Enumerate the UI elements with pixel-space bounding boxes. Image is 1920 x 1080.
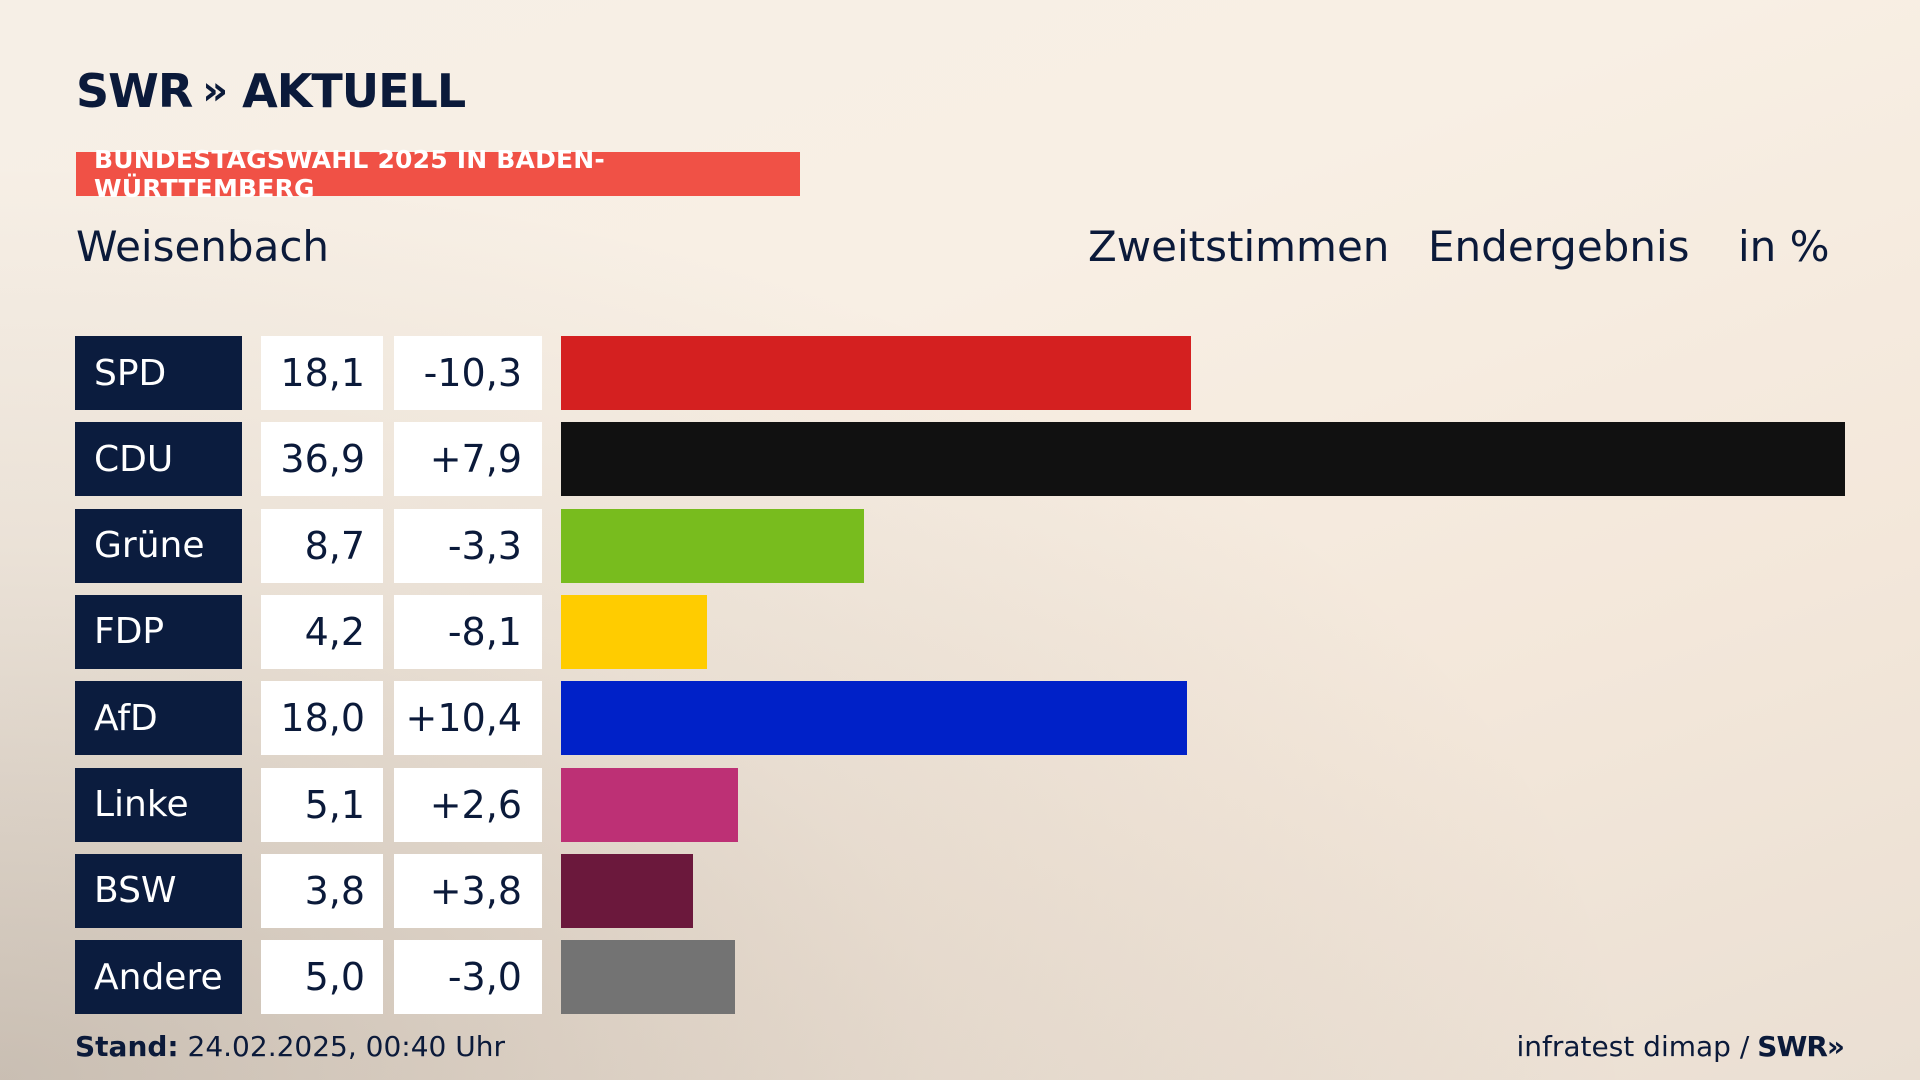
party-diff: +2,6 [394,767,542,842]
result-row: FDP 4,2 -8,1 [0,594,1920,669]
result-row: AfD 18,0 +10,4 [0,681,1920,756]
party-label: SPD [75,336,242,410]
header-result-type: Endergebnis [1428,222,1690,271]
party-diff: +3,8 [394,853,542,928]
source-credit: infratest dimap / SWR» [1516,1030,1845,1063]
result-row: Linke 5,1 +2,6 [0,767,1920,842]
source-text: infratest dimap / [1516,1030,1750,1063]
logo-aktuell: AKTUELL [242,64,466,118]
party-bar [561,508,864,583]
party-value: 5,0 [261,940,383,1015]
party-label: FDP [75,594,242,669]
timestamp: Stand: 24.02.2025, 00:40 Uhr [75,1030,505,1063]
party-label: Andere [75,940,242,1015]
party-diff: +10,4 [394,681,542,756]
party-bar [561,940,735,1015]
timestamp-value: 24.02.2025, 00:40 Uhr [187,1030,505,1063]
header-vote-type: Zweitstimmen [1088,222,1390,271]
party-bar [561,422,1845,497]
party-label: BSW [75,853,242,928]
party-value: 18,0 [261,681,383,756]
place-title: Weisenbach [76,222,330,271]
party-label: CDU [75,422,242,497]
party-diff: +7,9 [394,422,542,497]
party-bar [561,767,738,842]
party-diff: -8,1 [394,594,542,669]
result-row: Andere 5,0 -3,0 [0,940,1920,1015]
result-row: CDU 36,9 +7,9 [0,422,1920,497]
party-value: 5,1 [261,767,383,842]
swr-aktuell-logo: SWR» AKTUELL [76,64,466,118]
logo-swr: SWR [76,64,193,118]
source-brand-logo: SWR» [1757,1030,1845,1063]
party-label: Grüne [75,508,242,583]
result-row: Grüne 8,7 -3,3 [0,508,1920,583]
source-brand-chevrons: » [1826,1030,1845,1063]
party-bar [561,594,707,669]
party-diff: -10,3 [394,336,542,410]
party-label: Linke [75,767,242,842]
timestamp-label: Stand: [75,1030,179,1063]
party-value: 8,7 [261,508,383,583]
party-diff: -3,0 [394,940,542,1015]
party-bar [561,336,1191,410]
header-unit: in % [1738,222,1830,271]
logo-chevrons: » [202,68,228,114]
party-value: 18,1 [261,336,383,410]
party-diff: -3,3 [394,508,542,583]
election-banner: BUNDESTAGSWAHL 2025 IN BADEN-WÜRTTEMBERG [76,145,800,203]
party-value: 4,2 [261,594,383,669]
result-row: BSW 3,8 +3,8 [0,853,1920,928]
party-label: AfD [75,681,242,756]
result-row: SPD 18,1 -10,3 [0,336,1920,410]
source-brand-name: SWR [1757,1030,1828,1063]
party-bar [561,681,1187,756]
party-value: 36,9 [261,422,383,497]
party-bar [561,853,693,928]
party-value: 3,8 [261,853,383,928]
